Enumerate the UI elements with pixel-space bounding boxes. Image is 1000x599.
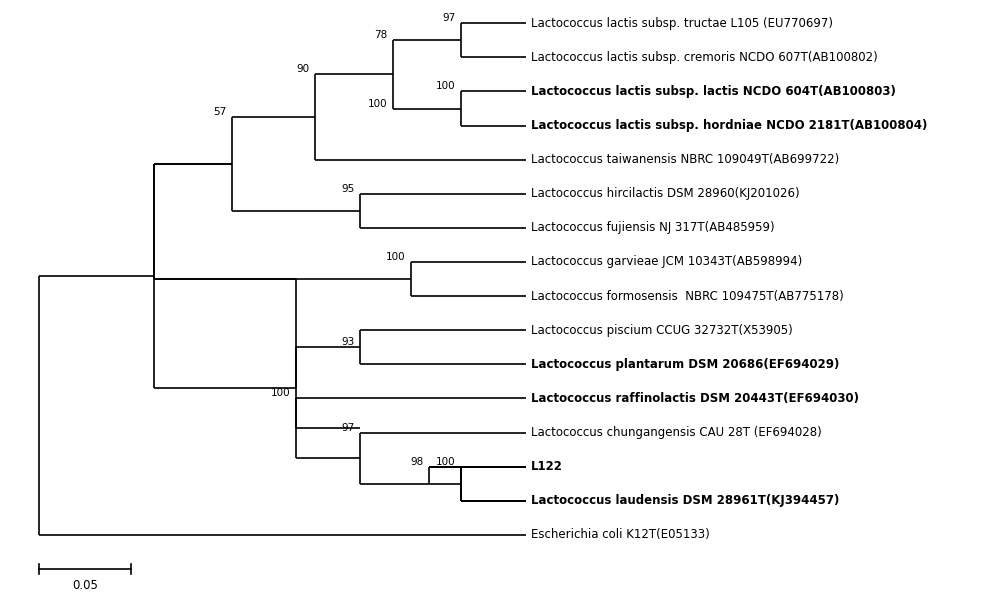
Text: 100: 100 xyxy=(271,388,291,398)
Text: 0.05: 0.05 xyxy=(72,579,98,592)
Text: Escherichia coli K12T(E05133): Escherichia coli K12T(E05133) xyxy=(531,528,710,541)
Text: Lactococcus hircilactis DSM 28960(KJ201026): Lactococcus hircilactis DSM 28960(KJ2010… xyxy=(531,187,800,200)
Text: Lactococcus fujiensis NJ 317T(AB485959): Lactococcus fujiensis NJ 317T(AB485959) xyxy=(531,222,775,234)
Text: 78: 78 xyxy=(374,31,387,40)
Text: 100: 100 xyxy=(436,81,456,92)
Text: 97: 97 xyxy=(443,13,456,23)
Text: 90: 90 xyxy=(296,65,309,74)
Text: Lactococcus piscium CCUG 32732T(X53905): Lactococcus piscium CCUG 32732T(X53905) xyxy=(531,323,793,337)
Text: Lactococcus laudensis DSM 28961T(KJ394457): Lactococcus laudensis DSM 28961T(KJ39445… xyxy=(531,494,839,507)
Text: Lactococcus taiwanensis NBRC 109049T(AB699722): Lactococcus taiwanensis NBRC 109049T(AB6… xyxy=(531,153,839,166)
Text: 95: 95 xyxy=(342,184,355,193)
Text: Lactococcus chungangensis CAU 28T (EF694028): Lactococcus chungangensis CAU 28T (EF694… xyxy=(531,426,822,439)
Text: Lactococcus lactis subsp. tructae L105 (EU770697): Lactococcus lactis subsp. tructae L105 (… xyxy=(531,17,833,30)
Text: Lactococcus lactis subsp. cremoris NCDO 607T(AB100802): Lactococcus lactis subsp. cremoris NCDO … xyxy=(531,51,878,64)
Text: 57: 57 xyxy=(213,107,227,117)
Text: Lactococcus raffinolactis DSM 20443T(EF694030): Lactococcus raffinolactis DSM 20443T(EF6… xyxy=(531,392,859,405)
Text: 93: 93 xyxy=(342,337,355,347)
Text: 98: 98 xyxy=(410,456,424,467)
Text: Lactococcus garvieae JCM 10343T(AB598994): Lactococcus garvieae JCM 10343T(AB598994… xyxy=(531,256,802,268)
Text: 100: 100 xyxy=(367,98,387,108)
Text: Lactococcus lactis subsp. hordniae NCDO 2181T(AB100804): Lactococcus lactis subsp. hordniae NCDO … xyxy=(531,119,927,132)
Text: L122: L122 xyxy=(531,460,563,473)
Text: Lactococcus plantarum DSM 20686(EF694029): Lactococcus plantarum DSM 20686(EF694029… xyxy=(531,358,839,371)
Text: Lactococcus lactis subsp. lactis NCDO 604T(AB100803): Lactococcus lactis subsp. lactis NCDO 60… xyxy=(531,85,896,98)
Text: 97: 97 xyxy=(342,422,355,432)
Text: 100: 100 xyxy=(436,456,456,467)
Text: Lactococcus formosensis  NBRC 109475T(AB775178): Lactococcus formosensis NBRC 109475T(AB7… xyxy=(531,289,844,302)
Text: 100: 100 xyxy=(386,252,405,262)
